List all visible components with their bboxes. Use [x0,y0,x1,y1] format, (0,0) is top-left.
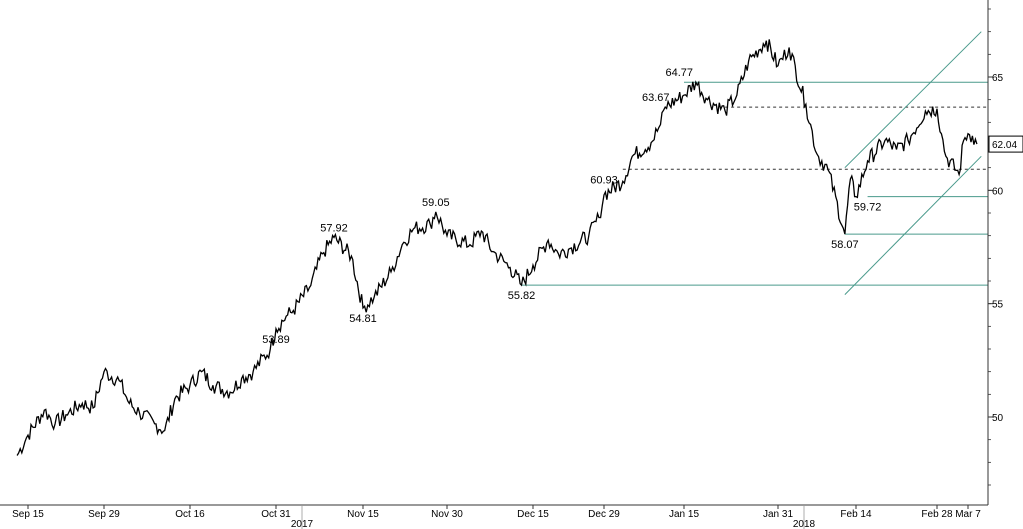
x-tick-label-5: Nov 30 [431,509,463,520]
x-tick-label-9: Jan 31 [763,509,793,520]
x-tick-label-7: Dec 29 [588,509,620,520]
x-tick-label-8: Jan 15 [669,509,699,520]
y-tick-label-0: 50 [992,413,1004,424]
x-tick-label-4: Nov 15 [347,509,379,520]
x-tick-label-10: Feb 14 [840,509,872,520]
annotation-label-5: 60.93 [590,174,618,186]
price-line [16,39,978,456]
channel-line-1 [844,155,982,295]
last-value-label: 62.04 [992,140,1017,151]
annotation-label-2: 53.89 [262,334,290,346]
x-tick-label-11: Feb 28 [921,509,953,520]
annotation-label-6: 63.67 [642,92,670,104]
annotation-label-8: 58.07 [831,239,859,251]
horizontal-levels [521,81,988,286]
x-tick-label-0: Sep 15 [12,509,44,520]
y-tick-label-2: 60 [992,186,1004,197]
channel-lines [844,31,982,295]
annotations: 57.92 59.05 53.89 54.81 55.82 60.93 63.67 64.77… [262,67,881,346]
year-label-0: 2017 [291,519,314,529]
x-tick-label-1: Sep 29 [88,509,120,520]
x-tick-label-2: Oct 16 [175,509,205,520]
annotation-label-9: 59.72 [854,202,882,214]
annotation-label-1: 59.05 [422,197,450,209]
x-tick-label-3: Oct 31 [261,509,291,520]
annotation-label-7: 64.77 [666,67,694,79]
annotation-label-4: 55.82 [508,290,536,302]
annotation-label-3: 54.81 [349,313,377,325]
annotation-label-0: 57.92 [320,222,348,234]
last-value-badge [988,135,1023,153]
price-series [16,39,978,456]
year-label-1: 2018 [793,519,816,529]
channel-line-0 [844,31,982,169]
y-tick-label-3: 65 [992,73,1004,84]
x-tick-label-12: Mar 7 [955,509,981,520]
x-tick-label-6: Dec 15 [517,509,549,520]
y-tick-label-1: 55 [992,300,1004,311]
